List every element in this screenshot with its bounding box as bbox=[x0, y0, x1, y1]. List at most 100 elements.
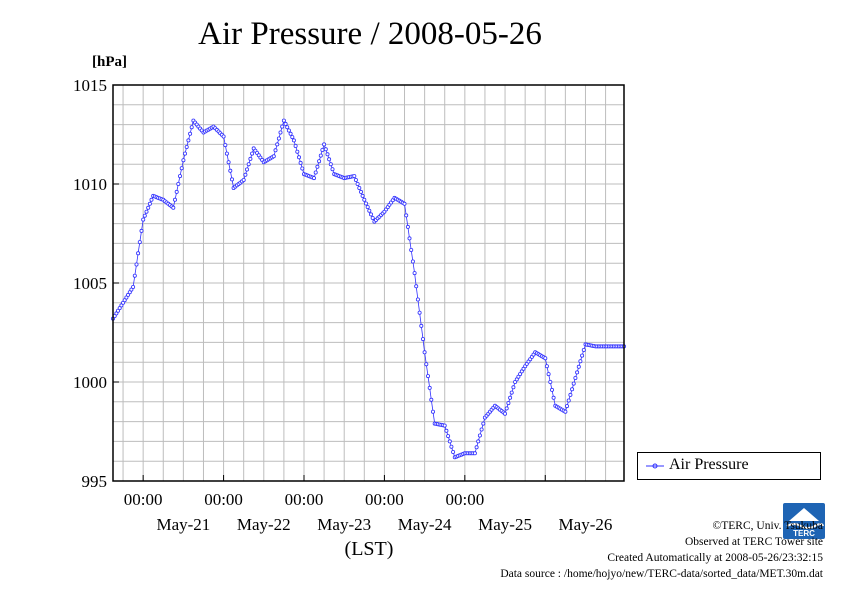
data-point bbox=[355, 181, 360, 186]
data-point bbox=[422, 350, 427, 355]
x-date-label: May-26 bbox=[559, 515, 613, 534]
data-point bbox=[320, 147, 325, 152]
data-point bbox=[313, 170, 318, 175]
data-point bbox=[250, 151, 255, 156]
data-point bbox=[293, 143, 298, 148]
data-point bbox=[504, 406, 509, 411]
data-point bbox=[402, 201, 407, 206]
data-point bbox=[472, 451, 477, 456]
data-point bbox=[410, 259, 415, 264]
x-date-label: May-22 bbox=[237, 515, 291, 534]
credit-observed: Observed at TERC Tower site bbox=[684, 536, 823, 548]
data-point bbox=[131, 284, 136, 289]
data-point bbox=[318, 153, 323, 158]
data-point bbox=[275, 142, 280, 147]
data-point bbox=[506, 401, 511, 406]
y-tick-label: 1015 bbox=[73, 76, 107, 95]
data-point bbox=[137, 240, 142, 245]
data-point bbox=[404, 213, 409, 218]
data-point bbox=[295, 149, 300, 154]
data-point bbox=[221, 134, 226, 139]
data-point bbox=[419, 323, 424, 328]
data-point bbox=[172, 197, 177, 202]
data-point bbox=[223, 143, 228, 148]
data-point bbox=[311, 176, 316, 181]
data-point bbox=[189, 125, 194, 130]
data-point bbox=[568, 392, 573, 397]
data-point bbox=[296, 155, 301, 160]
data-point bbox=[405, 224, 410, 229]
data-point bbox=[424, 362, 429, 367]
x-date-label: May-24 bbox=[398, 515, 452, 534]
data-point bbox=[481, 421, 486, 426]
data-point bbox=[570, 387, 575, 392]
data-point bbox=[368, 212, 373, 217]
x-axis-label: (LST) bbox=[345, 538, 394, 560]
legend-label: Air Pressure bbox=[669, 456, 749, 473]
data-point bbox=[571, 381, 576, 386]
credit-created: Created Automatically at 2008-05-26/23:3… bbox=[607, 552, 823, 564]
data-point bbox=[300, 166, 305, 171]
data-point bbox=[358, 189, 363, 194]
data-point bbox=[429, 397, 434, 402]
data-point bbox=[298, 160, 303, 165]
x-axis: 00:00 00:00 00:00 00:00 00:00 May-21 May-22 May… bbox=[124, 475, 613, 534]
data-point bbox=[122, 298, 127, 303]
data-point bbox=[246, 162, 251, 167]
data-point bbox=[328, 162, 333, 167]
data-point bbox=[126, 292, 131, 297]
data-point bbox=[353, 177, 358, 182]
data-point bbox=[186, 138, 191, 143]
data-point bbox=[430, 409, 435, 414]
data-point bbox=[446, 434, 451, 439]
data-point bbox=[188, 131, 193, 136]
data-point bbox=[241, 177, 246, 182]
y-tick-label: 995 bbox=[82, 472, 108, 491]
data-point bbox=[134, 262, 139, 267]
data-point bbox=[271, 154, 276, 159]
data-point bbox=[322, 142, 327, 147]
data-point bbox=[444, 428, 449, 433]
data-point bbox=[518, 372, 523, 377]
data-point bbox=[181, 158, 186, 163]
data-point bbox=[576, 364, 581, 369]
data-point bbox=[447, 439, 452, 444]
data-point bbox=[546, 372, 551, 377]
data-point bbox=[362, 197, 367, 202]
data-point bbox=[550, 387, 555, 392]
data-point bbox=[330, 167, 335, 172]
data-point bbox=[317, 159, 322, 164]
data-point bbox=[278, 130, 283, 135]
terc-logo-icon: TERC bbox=[783, 503, 825, 539]
data-point bbox=[228, 168, 233, 173]
credit-copyright: ©TERC, Univ. Tsukuba bbox=[712, 520, 823, 532]
data-point bbox=[276, 136, 281, 141]
data-point bbox=[414, 284, 419, 289]
data-point bbox=[367, 208, 372, 213]
data-point bbox=[176, 181, 181, 186]
data-point bbox=[502, 411, 507, 416]
data-point bbox=[477, 433, 482, 438]
data-point bbox=[580, 353, 585, 358]
data-point bbox=[281, 118, 286, 123]
data-point bbox=[415, 297, 420, 302]
data-point bbox=[171, 205, 176, 210]
data-point bbox=[248, 156, 253, 161]
data-point bbox=[578, 359, 583, 364]
x-date-label: May-25 bbox=[478, 515, 532, 534]
data-point bbox=[544, 364, 549, 369]
data-point bbox=[144, 209, 149, 214]
data-point bbox=[417, 310, 422, 315]
data-point bbox=[229, 177, 234, 182]
data-point bbox=[226, 160, 231, 165]
data-point bbox=[476, 439, 481, 444]
x-date-label: May-21 bbox=[156, 515, 210, 534]
y-tick-label: 1000 bbox=[73, 373, 107, 392]
data-point bbox=[509, 390, 514, 395]
data-point bbox=[184, 144, 189, 149]
data-point bbox=[412, 271, 417, 276]
data-point bbox=[474, 445, 479, 450]
data-point bbox=[563, 409, 568, 414]
data-point bbox=[325, 152, 330, 157]
data-point bbox=[182, 151, 187, 156]
